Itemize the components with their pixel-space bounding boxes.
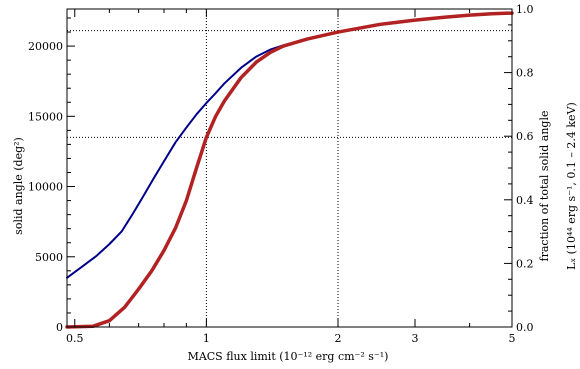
y-left-tick-label: 15000 bbox=[28, 110, 63, 123]
y-left-tick-label: 10000 bbox=[28, 181, 63, 194]
y-left-tick-label: 5000 bbox=[35, 251, 63, 264]
series-line-1 bbox=[66, 12, 513, 279]
reference-lines bbox=[67, 9, 512, 327]
y-axis-right-outer-title: Lₓ (10⁴⁴ erg s⁻¹, 0.1 – 2.4 keV) bbox=[565, 102, 578, 270]
y-right-tick-label: 1.0 bbox=[516, 3, 534, 16]
y-right-tick-label: 0.2 bbox=[516, 257, 534, 270]
plot-frame bbox=[66, 8, 513, 328]
y-axis-right: 0.0 0.2 0.4 0.6 0.8 1.0 bbox=[504, 3, 534, 334]
y-right-tick-label: 0.6 bbox=[516, 130, 534, 143]
x-tick-label: 2 bbox=[335, 332, 342, 345]
y-left-tick-label: 20000 bbox=[28, 40, 63, 53]
x-tick-label: 3 bbox=[411, 332, 418, 345]
x-tick-label: 1 bbox=[203, 332, 210, 345]
series-group bbox=[65, 11, 514, 329]
x-tick-label: 5 bbox=[509, 332, 516, 345]
y-right-tick-label: 0.4 bbox=[516, 194, 534, 207]
y-axis-left-title: solid angle (deg²) bbox=[12, 137, 25, 235]
y-left-tick-label: 0 bbox=[56, 321, 63, 334]
x-tick-label: 0.5 bbox=[66, 332, 84, 345]
y-axis-left: 0 5000 10000 15000 20000 bbox=[28, 17, 75, 334]
x-axis: 0.5 1 2 3 5 bbox=[66, 9, 516, 345]
y-right-tick-label: 0.0 bbox=[516, 321, 534, 334]
y-axis-right-title: fraction of total solid angle bbox=[538, 111, 551, 262]
y-right-tick-label: 0.8 bbox=[516, 67, 534, 80]
series-line-2 bbox=[65, 11, 514, 329]
x-axis-title: MACS flux limit (10⁻¹² erg cm⁻² s⁻¹) bbox=[188, 350, 389, 363]
